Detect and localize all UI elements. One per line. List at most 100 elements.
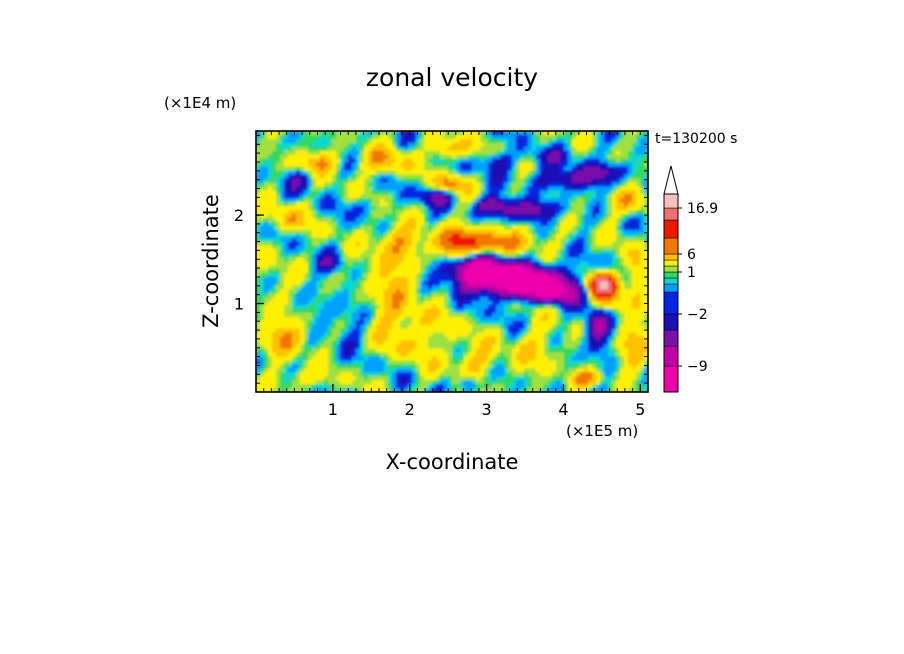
heatmap-cell xyxy=(420,206,425,211)
heatmap-cell xyxy=(452,194,457,199)
heatmap-cell xyxy=(456,194,461,199)
heatmap-cell xyxy=(432,198,437,203)
heatmap-cell xyxy=(548,150,553,156)
heatmap-cell xyxy=(444,202,449,207)
heatmap-cell xyxy=(540,186,545,191)
heatmap-cell xyxy=(316,229,321,235)
heatmap-cell xyxy=(460,332,465,338)
heatmap-cell xyxy=(352,312,357,318)
heatmap-cell xyxy=(532,289,537,294)
heatmap-cell xyxy=(276,360,281,365)
heatmap-cell xyxy=(552,237,557,243)
heatmap-cell xyxy=(288,206,293,211)
heatmap-cell xyxy=(440,273,445,278)
heatmap-cell xyxy=(308,376,313,381)
heatmap-cell xyxy=(516,360,521,365)
heatmap-cell xyxy=(360,221,365,227)
heatmap-cell xyxy=(544,206,549,211)
heatmap-cell xyxy=(360,261,365,267)
heatmap-cell xyxy=(516,320,521,326)
heatmap-cell xyxy=(320,154,325,160)
heatmap-cell xyxy=(364,372,369,377)
heatmap-cell xyxy=(360,384,365,389)
heatmap-cell xyxy=(260,320,265,326)
heatmap-cell xyxy=(428,218,433,223)
heatmap-cell xyxy=(332,249,337,255)
heatmap-cell xyxy=(440,301,445,306)
heatmap-cell xyxy=(524,138,529,144)
heatmap-cell xyxy=(548,142,553,148)
heatmap-cell xyxy=(340,206,345,211)
heatmap-cell xyxy=(288,340,293,346)
heatmap-cell xyxy=(388,380,393,385)
heatmap-cell xyxy=(436,328,441,334)
heatmap-cell xyxy=(460,324,465,330)
heatmap-cell xyxy=(472,289,477,294)
heatmap-cell xyxy=(312,166,317,172)
heatmap-cell xyxy=(316,194,321,199)
heatmap-cell xyxy=(448,372,453,377)
heatmap-cell xyxy=(436,293,441,298)
heatmap-cell xyxy=(508,360,513,365)
heatmap-cell xyxy=(460,305,465,310)
heatmap-cell xyxy=(408,332,413,338)
heatmap-cell xyxy=(492,214,497,219)
heatmap-cell xyxy=(364,308,369,314)
heatmap-cell xyxy=(464,388,469,392)
heatmap-cell xyxy=(400,372,405,377)
heatmap-cell xyxy=(392,277,397,282)
heatmap-cell xyxy=(448,368,453,373)
heatmap-cell xyxy=(436,253,441,259)
heatmap-cell xyxy=(480,384,485,389)
heatmap-cell xyxy=(420,210,425,215)
heatmap-cell xyxy=(548,229,553,235)
heatmap-cell xyxy=(516,328,521,334)
heatmap-cell xyxy=(464,348,469,354)
heatmap-cell xyxy=(452,332,457,338)
heatmap-cell xyxy=(520,388,525,392)
heatmap-cell xyxy=(456,186,461,191)
heatmap-cell xyxy=(552,348,557,354)
heatmap-cell xyxy=(468,190,473,195)
heatmap-cell xyxy=(288,380,293,385)
heatmap-cell xyxy=(524,257,529,263)
heatmap-cell xyxy=(464,225,469,231)
heatmap-cell xyxy=(388,257,393,263)
heatmap-cell xyxy=(448,206,453,211)
heatmap-cell xyxy=(444,368,449,373)
heatmap-cell xyxy=(344,316,349,322)
heatmap-cell xyxy=(328,273,333,278)
heatmap-cell xyxy=(376,364,381,369)
heatmap-cell xyxy=(292,332,297,338)
heatmap-cell xyxy=(408,233,413,239)
heatmap-cell xyxy=(296,368,301,373)
heatmap-cell xyxy=(524,305,529,310)
heatmap-cell xyxy=(500,376,505,381)
heatmap-cell xyxy=(484,142,489,148)
heatmap-cell xyxy=(452,202,457,207)
heatmap-cell xyxy=(312,253,317,259)
heatmap-cell xyxy=(504,277,509,282)
heatmap-cell xyxy=(268,146,273,152)
heatmap-cell xyxy=(264,348,269,354)
heatmap-cell xyxy=(288,308,293,314)
heatmap-cell xyxy=(532,372,537,377)
heatmap-cell xyxy=(556,257,561,263)
heatmap-cell xyxy=(272,293,277,298)
heatmap-cell xyxy=(396,206,401,211)
heatmap-cell xyxy=(308,305,313,310)
heatmap-cell xyxy=(316,218,321,223)
heatmap-cell xyxy=(448,384,453,389)
heatmap-cell xyxy=(432,158,437,164)
heatmap-cell xyxy=(464,281,469,286)
heatmap-cell xyxy=(352,202,357,207)
heatmap-cell xyxy=(540,134,545,140)
heatmap-cell xyxy=(456,269,461,274)
heatmap-cell xyxy=(460,261,465,267)
heatmap-cell xyxy=(444,312,449,318)
heatmap-cell xyxy=(388,131,393,136)
heatmap-cell xyxy=(280,376,285,381)
heatmap-cell xyxy=(332,221,337,227)
heatmap-cell xyxy=(276,225,281,231)
heatmap-cell xyxy=(496,293,501,298)
